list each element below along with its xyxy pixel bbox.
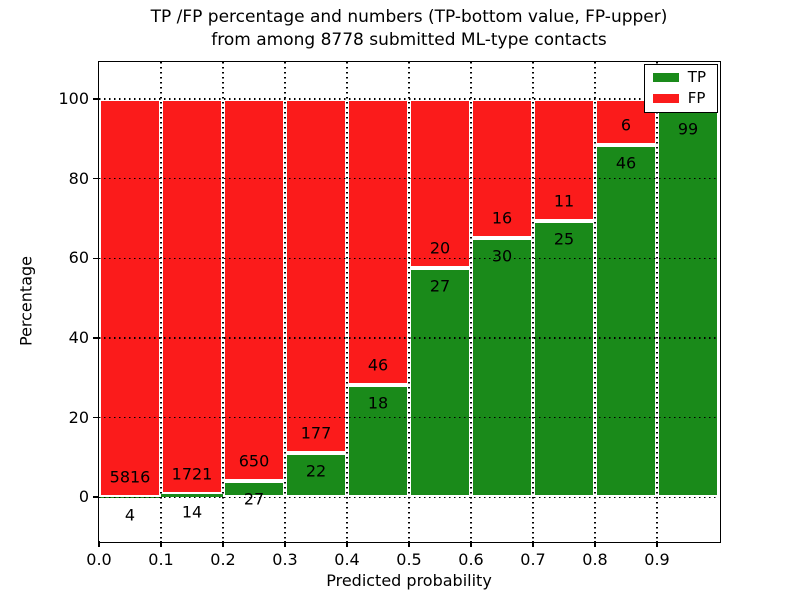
bar-segment-tp — [471, 237, 533, 498]
x-tick-label: 0.8 — [582, 550, 608, 569]
tp-count-label: 27 — [429, 276, 451, 296]
v-gridline — [594, 62, 596, 541]
bar-segment-fp — [471, 99, 533, 238]
y-axis-label: Percentage — [16, 255, 36, 347]
bar-segment-fp — [161, 99, 223, 494]
bar-segment-fp — [223, 99, 285, 482]
bar-segment-fp — [347, 99, 409, 386]
fp-count-label: 5816 — [109, 467, 151, 487]
tp-count-label: 18 — [367, 393, 389, 413]
legend-entry-tp: TP — [652, 68, 706, 86]
y-tick-mark — [93, 416, 99, 419]
tp-count-label: 99 — [677, 119, 699, 139]
y-tick-label: 80 — [68, 168, 89, 188]
x-tick-mark — [470, 541, 472, 547]
y-tick-label: 60 — [68, 248, 89, 268]
x-tick-mark — [594, 541, 596, 547]
fp-count-label: 1721 — [171, 464, 213, 484]
v-gridline — [408, 62, 410, 541]
y-tick-label: 20 — [68, 407, 89, 427]
x-tick-mark — [656, 541, 658, 547]
y-tick-mark — [93, 496, 99, 498]
legend-swatch-fp-icon — [652, 94, 679, 103]
bar-segment-tp — [595, 144, 657, 498]
legend-label-tp: TP — [687, 68, 706, 86]
y-tick-label: 100 — [58, 89, 89, 109]
fp-count-label: 16 — [491, 208, 513, 228]
fp-count-label: 6 — [620, 115, 632, 135]
x-tick-mark — [160, 541, 162, 547]
bar-segment-tp — [223, 481, 285, 498]
v-gridline — [656, 62, 658, 541]
x-tick-label: 0.9 — [644, 550, 670, 569]
bar-segment-fp — [285, 99, 347, 454]
y-tick-label: 40 — [68, 327, 89, 347]
bar-segment-tp — [161, 493, 223, 498]
v-gridline — [532, 62, 534, 541]
y-tick-mark — [93, 177, 99, 180]
x-tick-mark — [284, 541, 286, 547]
fp-count-label: 11 — [553, 191, 575, 211]
tp-count-label: 46 — [615, 153, 637, 173]
bar-segment-tp — [409, 268, 471, 498]
tp-count-label: 4 — [124, 505, 136, 525]
v-gridline — [346, 62, 348, 541]
x-tick-mark — [346, 541, 348, 547]
x-tick-label: 0.6 — [458, 550, 484, 569]
x-axis-label: Predicted probability — [326, 571, 492, 590]
fp-count-label: 650 — [238, 451, 270, 471]
x-tick-mark — [408, 541, 410, 547]
x-tick-label: 0.7 — [520, 550, 546, 569]
v-gridline — [284, 62, 286, 541]
v-gridline — [160, 62, 162, 541]
fp-count-label: 46 — [367, 355, 389, 375]
tp-count-label: 22 — [305, 461, 327, 481]
bar-segment-tp — [533, 220, 595, 498]
x-tick-label: 0.3 — [272, 550, 298, 569]
bar-segment-fp — [409, 99, 471, 269]
chart-title: TP /FP percentage and numbers (TP-bottom… — [99, 6, 719, 52]
legend: TP FP — [643, 64, 718, 113]
x-tick-label: 0.4 — [334, 550, 360, 569]
x-tick-label: 0.1 — [148, 550, 174, 569]
y-tick-mark — [93, 337, 99, 339]
x-tick-mark — [98, 541, 100, 547]
x-tick-label: 0.5 — [396, 550, 422, 569]
tp-count-label: 30 — [491, 246, 513, 266]
x-tick-label: 0.2 — [210, 550, 236, 569]
legend-label-fp: FP — [687, 89, 706, 107]
fp-count-label: 20 — [429, 238, 451, 258]
v-gridline — [470, 62, 472, 541]
tp-count-label: 27 — [243, 489, 265, 509]
bar-segment-tp — [285, 453, 347, 498]
tp-count-label: 25 — [553, 229, 575, 249]
y-tick-label: 0 — [78, 487, 89, 507]
chart-title-line2: from among 8778 submitted ML-type contac… — [211, 30, 607, 50]
x-tick-mark — [532, 541, 534, 547]
bar-segment-fp — [99, 99, 161, 497]
y-tick-mark — [93, 257, 99, 260]
x-tick-mark — [222, 541, 224, 547]
tp-count-label: 14 — [181, 502, 203, 522]
bar-segment-tp — [347, 385, 409, 498]
chart-title-line1: TP /FP percentage and numbers (TP-bottom… — [150, 7, 668, 27]
x-tick-label: 0.0 — [86, 550, 112, 569]
bar-segment-fp — [533, 99, 595, 221]
bar-segment-tp — [657, 110, 719, 498]
legend-entry-fp: FP — [652, 89, 706, 107]
fp-count-label: 177 — [300, 423, 332, 443]
v-gridline — [222, 62, 224, 541]
legend-swatch-tp-icon — [652, 73, 679, 82]
y-tick-mark — [93, 98, 99, 100]
